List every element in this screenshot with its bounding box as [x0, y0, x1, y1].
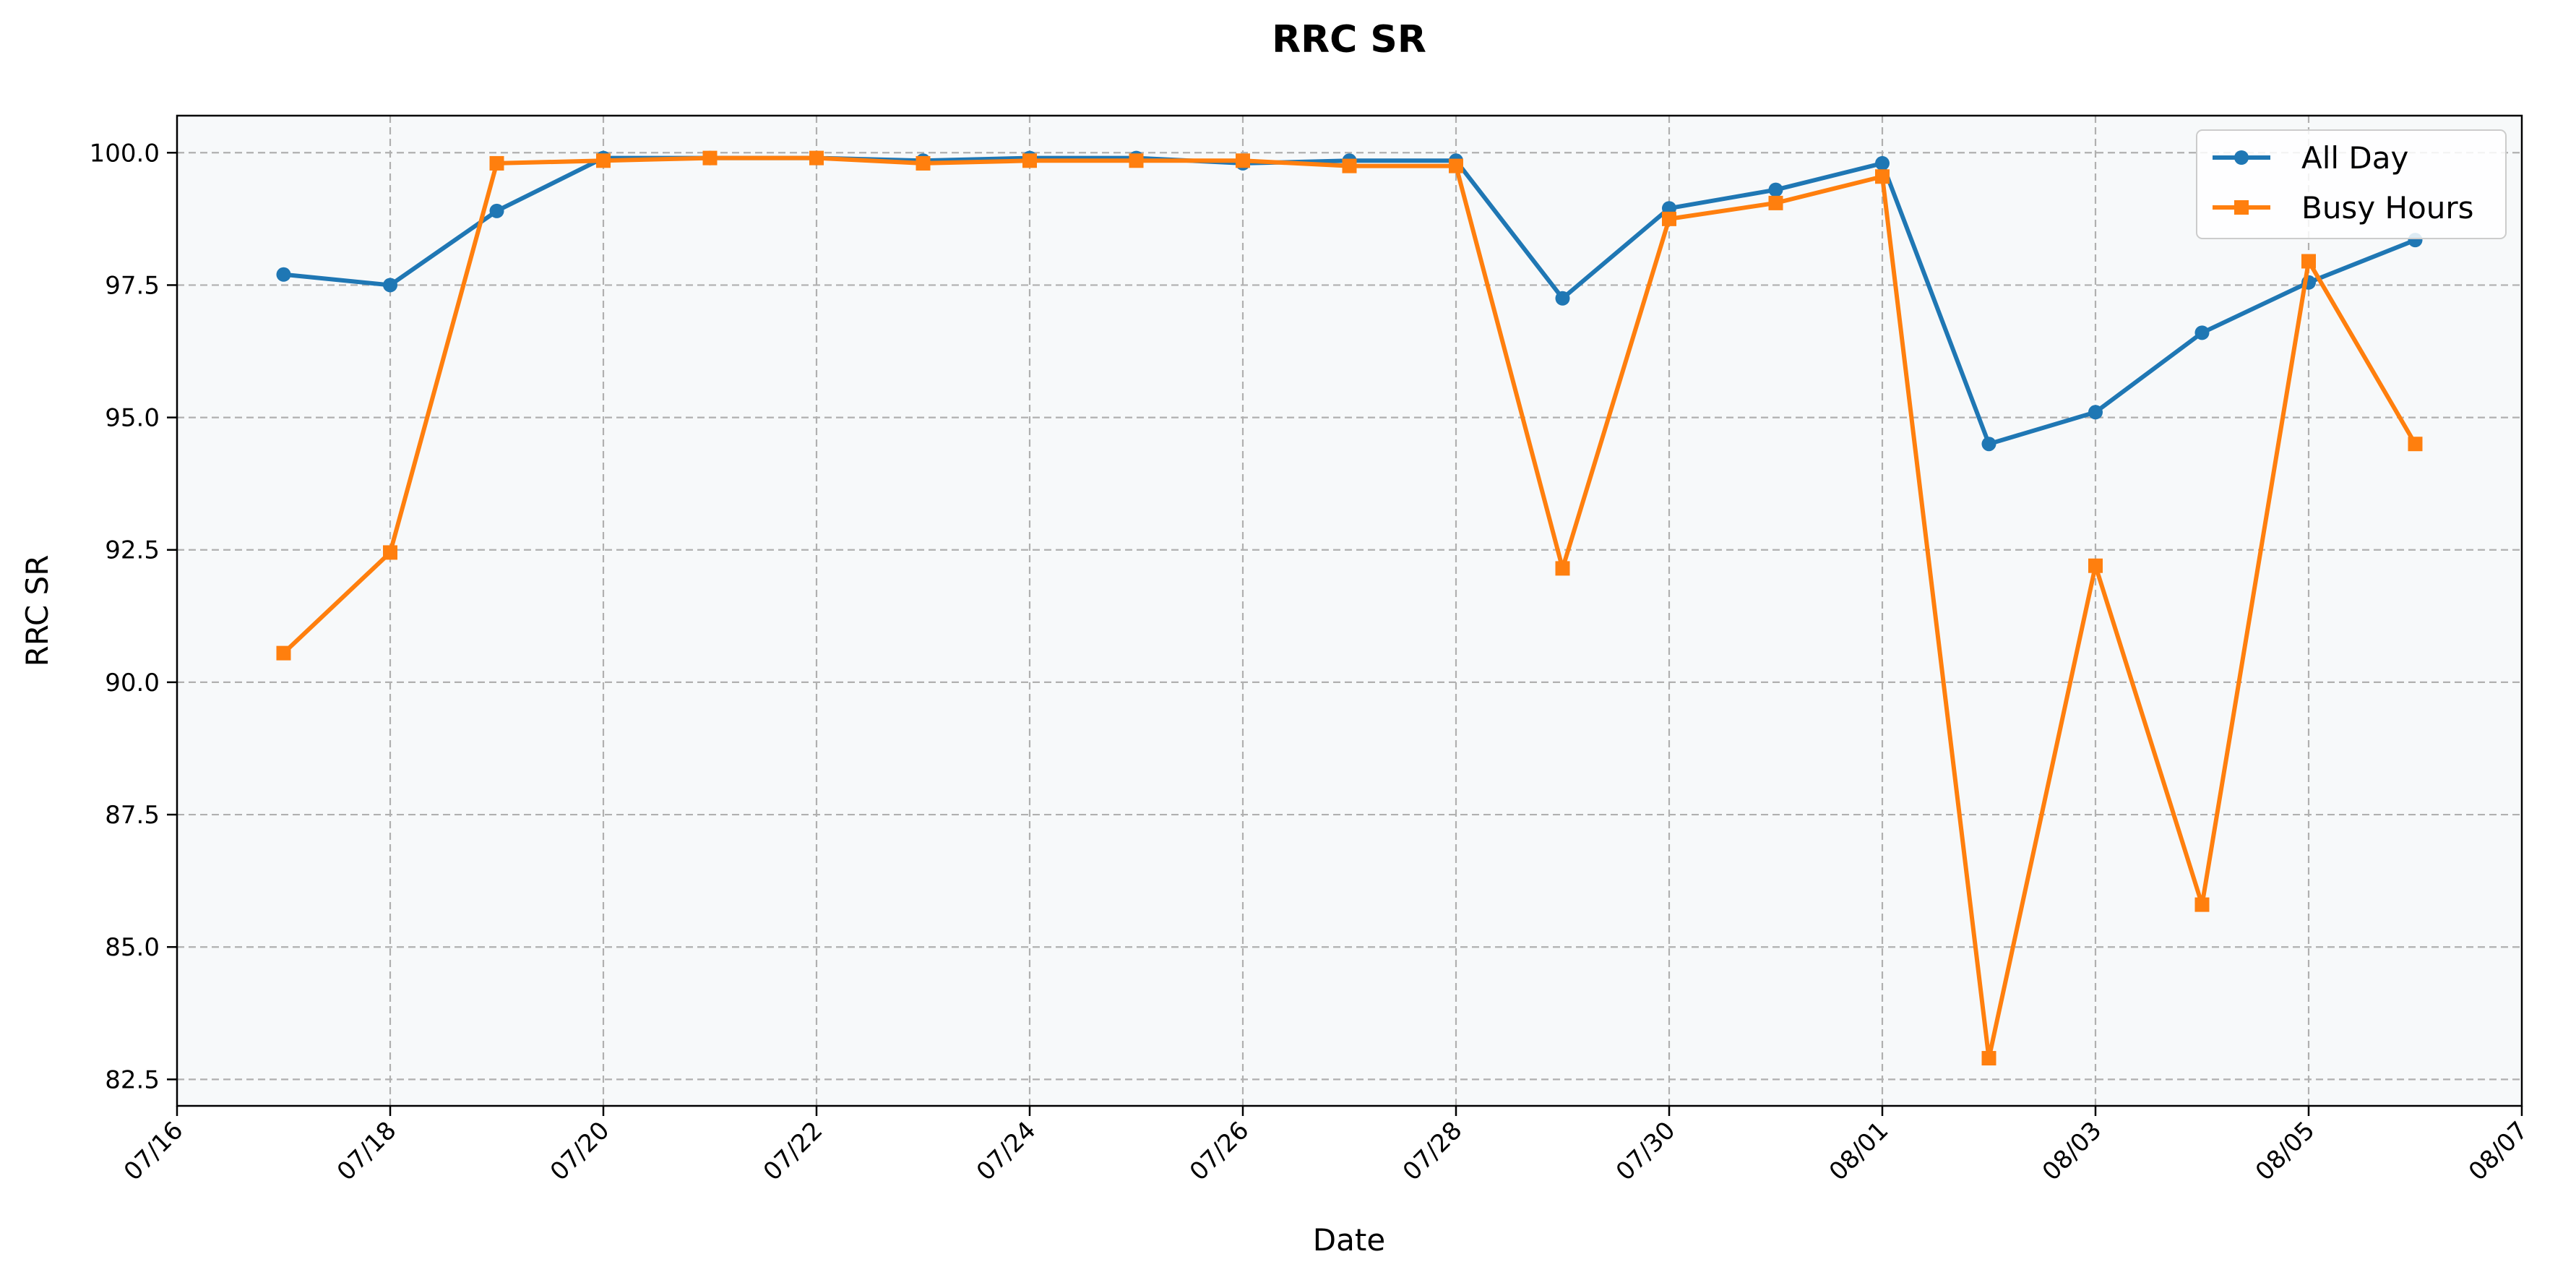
y-tick-label: 87.5: [105, 801, 160, 830]
data-point-busy-hours: [809, 150, 824, 166]
data-point-busy-hours: [596, 153, 611, 168]
data-point-busy-hours: [276, 645, 291, 661]
legend-label-all-day: All Day: [2301, 140, 2408, 176]
data-point-busy-hours: [1236, 153, 1250, 168]
series-layer: [276, 150, 2423, 1066]
data-point-all-day: [489, 203, 504, 218]
y-axis-title: RRC SR: [20, 555, 55, 667]
data-point-all-day: [2088, 405, 2103, 420]
data-point-busy-hours: [383, 545, 397, 560]
data-point-busy-hours: [1022, 153, 1037, 168]
data-point-all-day: [1768, 182, 1783, 197]
plot-area: [177, 116, 2522, 1106]
legend-marker-busy-hours: [2234, 200, 2249, 215]
data-point-busy-hours: [1875, 169, 1890, 184]
data-point-busy-hours: [2194, 897, 2210, 912]
data-point-busy-hours: [2408, 437, 2423, 452]
data-point-busy-hours: [2301, 254, 2316, 269]
data-point-busy-hours: [1981, 1051, 1996, 1066]
y-tick-label: 100.0: [90, 139, 160, 168]
data-point-busy-hours: [916, 155, 931, 171]
data-point-all-day: [1981, 437, 1996, 452]
data-point-busy-hours: [1342, 158, 1357, 173]
data-point-busy-hours: [1129, 153, 1144, 168]
grid: [177, 116, 2522, 1106]
data-point-busy-hours: [489, 155, 504, 171]
chart-title: RRC SR: [1272, 18, 1426, 61]
y-tick-label: 97.5: [105, 271, 160, 300]
y-tick-label: 82.5: [105, 1065, 160, 1094]
y-tick-label: 95.0: [105, 404, 160, 433]
y-tick-label: 85.0: [105, 933, 160, 962]
data-point-busy-hours: [1662, 211, 1676, 226]
data-point-busy-hours: [1555, 561, 1570, 576]
legend-box: [2196, 129, 2507, 239]
y-tick-label: 90.0: [105, 669, 160, 697]
data-point-all-day: [383, 278, 397, 293]
data-point-all-day: [276, 267, 291, 282]
plot-frame: [176, 114, 2523, 1107]
data-point-busy-hours: [702, 150, 718, 166]
legend: All Day Busy Hours: [2196, 129, 2507, 239]
data-point-all-day: [1875, 155, 1890, 171]
y-tick-label: 92.5: [105, 536, 160, 565]
data-point-all-day: [2194, 325, 2210, 340]
data-point-busy-hours: [2088, 558, 2103, 573]
legend-marker-all-day: [2234, 150, 2249, 165]
data-point-all-day: [1555, 291, 1570, 306]
data-point-busy-hours: [1768, 195, 1783, 210]
x-axis-title: Date: [1313, 1222, 1385, 1258]
legend-label-busy-hours: Busy Hours: [2301, 190, 2474, 226]
data-point-busy-hours: [1449, 158, 1463, 173]
